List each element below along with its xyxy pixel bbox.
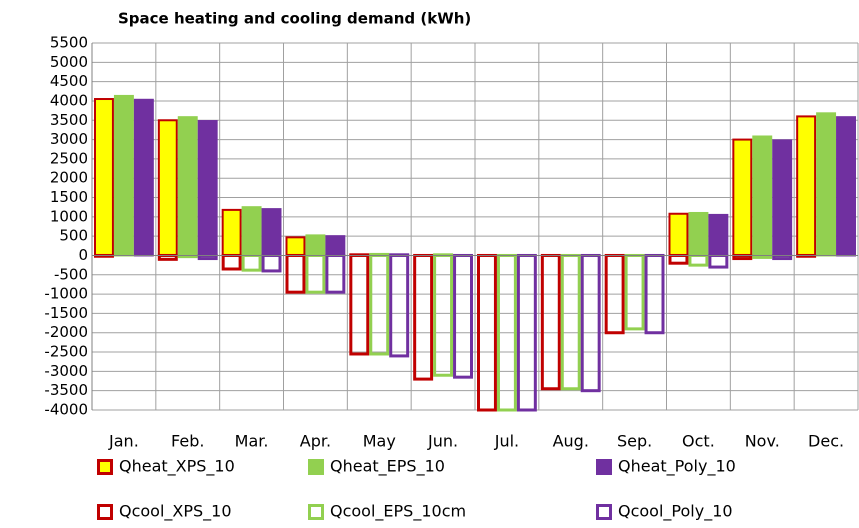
legend-label: Qheat_Poly_10 (618, 457, 736, 477)
y-tick-label: -3500 (44, 381, 88, 399)
bar (157, 253, 178, 261)
y-tick-label: -500 (54, 265, 88, 283)
y-tick-label: 4500 (50, 72, 88, 90)
y-tick-label: 4000 (50, 91, 88, 109)
bar (261, 208, 282, 257)
bar (816, 112, 837, 257)
chart-title: Space heating and cooling demand (kWh) (118, 10, 471, 28)
bar (580, 253, 601, 393)
x-tick-label: Nov. (745, 432, 780, 451)
bar (836, 116, 856, 257)
y-tick-label: 3500 (50, 111, 88, 129)
legend-swatch (308, 459, 324, 475)
bar (668, 212, 689, 257)
legend-label: Qcool_EPS_10cm (330, 502, 466, 522)
legend-swatch (596, 459, 612, 475)
bar (285, 253, 306, 294)
bar (688, 253, 709, 267)
legend-label: Qheat_XPS_10 (119, 457, 235, 477)
x-tick-label: Sep. (617, 432, 652, 451)
y-tick-label: 0 (78, 246, 88, 264)
legend-label: Qcool_XPS_10 (119, 502, 232, 522)
bar (389, 253, 410, 358)
bar (133, 98, 154, 257)
bar (197, 120, 218, 257)
y-tick-label: -2500 (44, 343, 88, 361)
y-tick-label: 1500 (50, 188, 88, 206)
y-tick-label: 2000 (50, 169, 88, 187)
bar (772, 139, 793, 257)
bar (708, 253, 729, 269)
y-tick-label: 5000 (50, 53, 88, 71)
legend-label: Qcool_Poly_10 (618, 502, 733, 522)
x-tick-label: May (363, 432, 396, 451)
bar (305, 253, 326, 294)
bar (349, 253, 370, 356)
bar (453, 253, 473, 379)
bar (708, 213, 729, 257)
x-tick-label: Aug. (553, 432, 589, 451)
bar (177, 116, 198, 257)
x-tick-label: Mar. (235, 432, 269, 451)
bar (688, 211, 709, 257)
bar (433, 253, 454, 377)
legend-swatch (97, 504, 113, 520)
y-tick-label: -2000 (44, 323, 88, 341)
bar (732, 138, 753, 257)
y-tick-label: -1000 (44, 285, 88, 303)
y-tick-label: 5500 (50, 34, 88, 52)
y-tick-label: 3000 (50, 130, 88, 148)
bar (369, 253, 390, 356)
bar (285, 236, 306, 257)
legend-swatch (596, 504, 612, 520)
bar (261, 253, 282, 273)
x-tick-label: Apr. (300, 432, 331, 451)
bar (221, 208, 242, 257)
bar (305, 234, 326, 257)
y-tick-label: -1500 (44, 304, 88, 322)
bar (157, 119, 178, 257)
bar (668, 253, 689, 265)
y-tick-label: 1000 (50, 207, 88, 225)
bar (325, 253, 346, 294)
x-tick-label: Jun. (427, 432, 458, 451)
x-tick-label: Jul. (494, 432, 519, 451)
x-tick-label: Oct. (682, 432, 715, 451)
bar (540, 253, 561, 391)
bar (796, 115, 817, 257)
bar (752, 135, 773, 257)
x-tick-label: Dec. (808, 432, 844, 451)
x-tick-label: Jan. (108, 432, 139, 451)
x-tick-label: Feb. (171, 432, 204, 451)
bar (113, 94, 134, 257)
bar (221, 253, 242, 271)
bar (560, 253, 581, 391)
legend-swatch (97, 459, 113, 475)
legend-label: Qheat_EPS_10 (330, 457, 445, 477)
bar (94, 98, 114, 257)
legend-swatch (308, 504, 324, 520)
bar (413, 253, 434, 381)
bar (241, 206, 262, 257)
y-tick-label: -3000 (44, 362, 88, 380)
y-tick-label: 2500 (50, 149, 88, 167)
bar (624, 253, 645, 331)
y-tick-label: -4000 (44, 401, 88, 419)
bar (241, 253, 262, 272)
y-tick-label: 500 (59, 227, 88, 245)
bar (325, 235, 346, 257)
